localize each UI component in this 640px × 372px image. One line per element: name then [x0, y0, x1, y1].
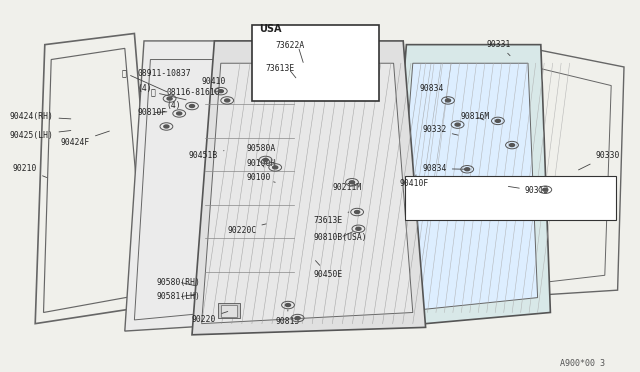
Circle shape [263, 158, 268, 161]
Text: 08911-10837: 08911-10837 [138, 69, 191, 78]
Polygon shape [499, 45, 624, 298]
Bar [221, 305, 237, 317]
Circle shape [445, 99, 451, 102]
Text: USA: USA [259, 23, 282, 33]
Polygon shape [44, 48, 146, 312]
Text: (4): (4) [138, 84, 152, 93]
Circle shape [273, 166, 278, 169]
Text: 90816M: 90816M [461, 112, 490, 121]
Text: 73622A: 73622A [275, 41, 305, 50]
Circle shape [509, 144, 515, 147]
Text: 90332: 90332 [422, 125, 458, 135]
Text: 90210: 90210 [13, 164, 47, 177]
Circle shape [225, 99, 230, 102]
Circle shape [167, 97, 172, 100]
FancyBboxPatch shape [252, 25, 379, 101]
Text: 90211M: 90211M [333, 183, 362, 192]
Circle shape [285, 304, 291, 307]
Text: 90410F: 90410F [400, 175, 429, 188]
Text: 90100: 90100 [246, 173, 275, 182]
Text: 90220: 90220 [192, 311, 228, 324]
Text: 90450E: 90450E [314, 261, 343, 279]
Text: 73613E: 73613E [266, 64, 295, 73]
Text: 90834: 90834 [422, 164, 465, 173]
Text: 08116-8161G: 08116-8161G [166, 88, 220, 97]
FancyBboxPatch shape [405, 176, 616, 220]
Text: A900*00 3: A900*00 3 [560, 359, 605, 368]
Text: 90313: 90313 [508, 186, 549, 195]
Circle shape [356, 227, 361, 230]
Bar [218, 303, 240, 318]
Circle shape [465, 168, 470, 171]
Text: 90810B(USA): 90810B(USA) [314, 232, 367, 242]
Polygon shape [125, 41, 304, 331]
Text: 90815: 90815 [275, 310, 300, 326]
Circle shape [349, 181, 355, 184]
Circle shape [218, 90, 223, 93]
Text: 90580(RH): 90580(RH) [157, 278, 201, 286]
Text: Ⓑ: Ⓑ [150, 88, 155, 97]
Text: 90331: 90331 [486, 39, 511, 56]
Circle shape [495, 119, 500, 122]
Text: 90810F: 90810F [138, 108, 167, 117]
Text: 90424(RH): 90424(RH) [10, 112, 71, 121]
Text: 90451B: 90451B [189, 151, 224, 160]
Polygon shape [394, 63, 538, 312]
Text: Ⓝ: Ⓝ [122, 69, 126, 78]
Polygon shape [384, 45, 550, 327]
Polygon shape [134, 60, 291, 320]
Text: 90330: 90330 [579, 151, 620, 170]
Text: 90424F: 90424F [61, 131, 109, 147]
Text: 90834: 90834 [419, 84, 448, 99]
Text: 90100H: 90100H [246, 158, 276, 167]
Circle shape [177, 112, 182, 115]
Text: 90425(LH): 90425(LH) [10, 131, 71, 140]
Text: 90220C: 90220C [227, 224, 266, 234]
Circle shape [295, 317, 300, 320]
Text: 73613E: 73613E [314, 212, 349, 225]
Polygon shape [202, 63, 413, 324]
Text: 90581(LH): 90581(LH) [157, 292, 201, 301]
Text: 90410: 90410 [202, 77, 226, 92]
Polygon shape [192, 41, 426, 335]
Circle shape [455, 123, 460, 126]
Circle shape [355, 211, 360, 214]
Circle shape [543, 188, 548, 191]
Circle shape [189, 105, 195, 108]
Polygon shape [35, 33, 157, 324]
Polygon shape [509, 63, 611, 286]
Circle shape [164, 125, 169, 128]
Text: (4): (4) [166, 101, 181, 110]
Text: 90580A: 90580A [246, 144, 276, 158]
